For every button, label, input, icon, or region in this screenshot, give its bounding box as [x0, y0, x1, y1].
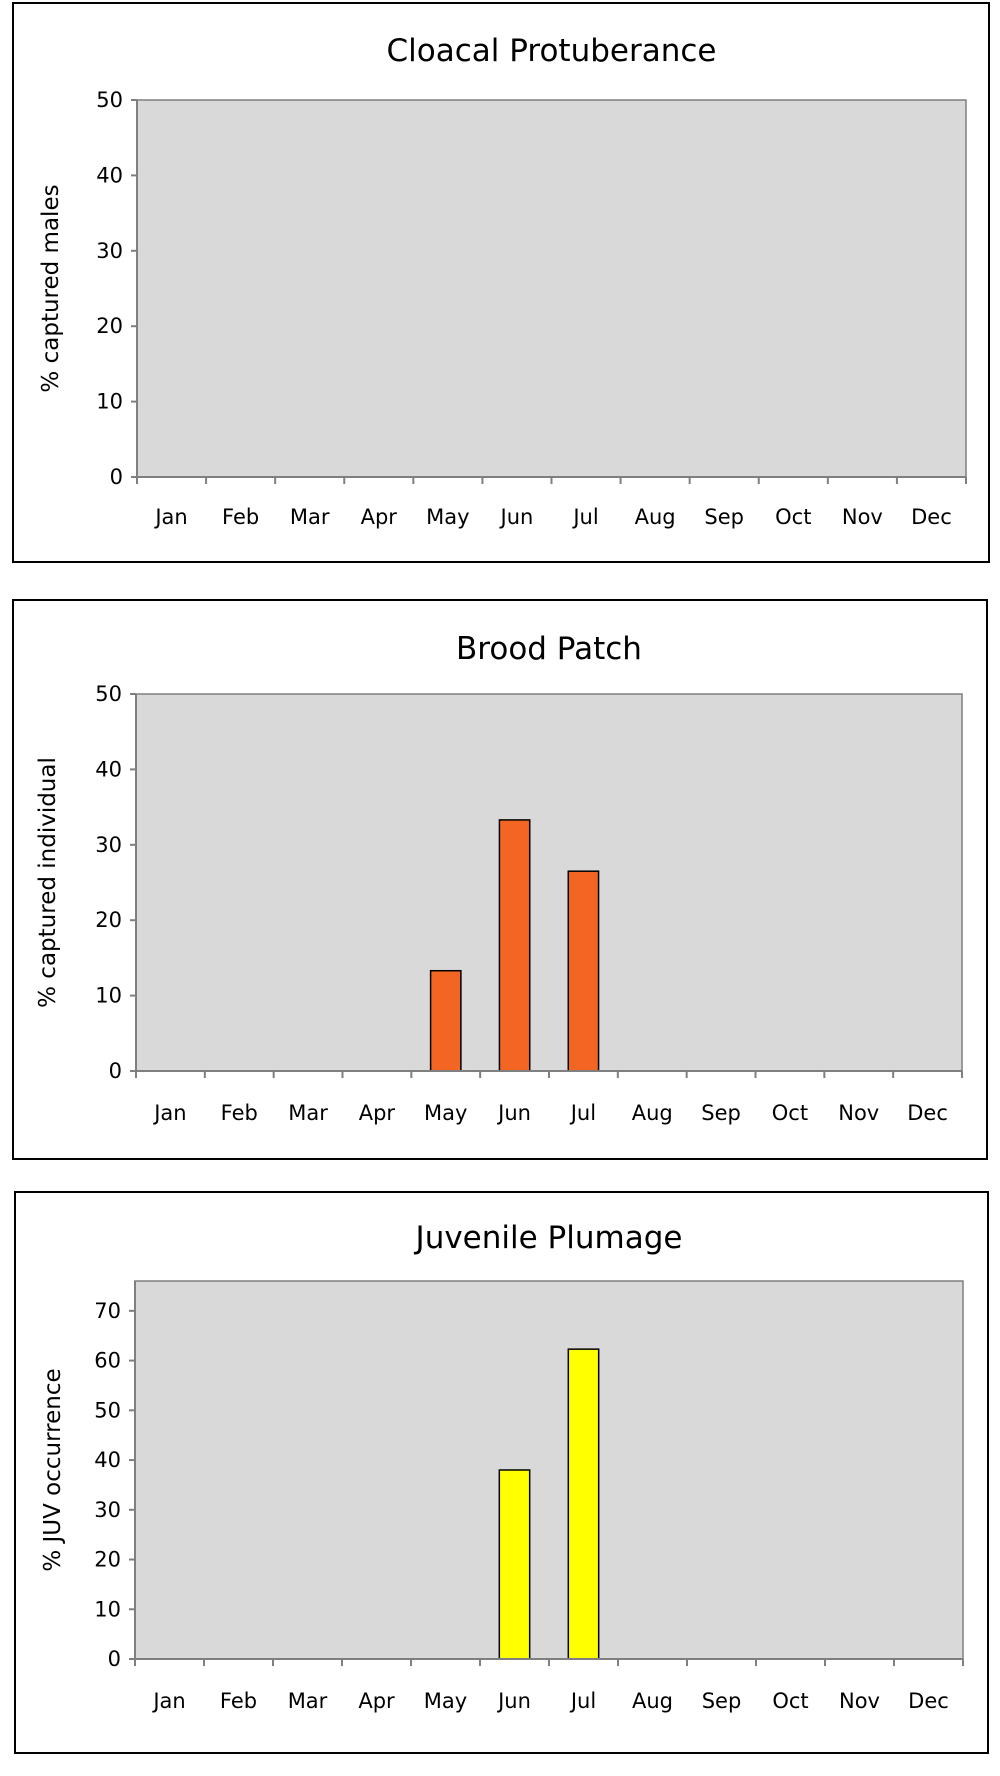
chart-2-x-tick-mar: Mar: [288, 1689, 328, 1713]
chart-2-x-tick-sep: Sep: [702, 1689, 742, 1713]
chart-1-y-tick-0: 0: [109, 1059, 122, 1083]
chart-1-x-tick-apr: Apr: [359, 1101, 396, 1125]
chart-1-plot-area: [135, 693, 963, 1072]
chart-0-x-tick-jul: Jul: [571, 505, 598, 529]
chart-1-bar-jul: [567, 870, 600, 1072]
chart-1-x-tick-jun: Jun: [496, 1101, 531, 1125]
chart-2-y-tick-70: 70: [94, 1299, 121, 1323]
chart-0-y-tick-0: 0: [110, 465, 123, 489]
chart-brood-patch: Brood Patch % captured individual 0 10 20 30 4…: [35, 631, 963, 1125]
chart-0-x-tick-sep: Sep: [704, 505, 744, 529]
chart-2-bar-jul: [567, 1348, 600, 1660]
chart-2-x-tick-jun: Jun: [496, 1689, 531, 1713]
chart-0-title: Cloacal Protuberance: [387, 33, 717, 69]
chart-1-bar-may: [429, 969, 462, 1072]
chart-1-y-tick-20: 20: [95, 908, 122, 932]
chart-0-x-tick-may: May: [426, 505, 469, 529]
chart-2-x-tick-dec: Dec: [908, 1689, 949, 1713]
chart-1-x-tick-may: May: [424, 1101, 467, 1125]
chart-2-y-tick-20: 20: [94, 1548, 121, 1572]
chart-panel-juvenile-plumage: Juvenile Plumage % JUV occurrence 0 10 20 30 4…: [14, 1191, 989, 1754]
chart-0-plot-area: [136, 99, 967, 478]
chart-2-y-tick-60: 60: [94, 1349, 121, 1373]
chart-1-title: Brood Patch: [456, 631, 642, 667]
chart-2-y-tick-30: 30: [94, 1498, 121, 1522]
chart-0-x-tick-apr: Apr: [361, 505, 398, 529]
chart-2-y-axis-label: % JUV occurrence: [40, 1368, 66, 1571]
chart-panel-brood-patch: Brood Patch % captured individual 0 10 20 30 4…: [12, 599, 988, 1160]
chart-1-y-tick-10: 10: [95, 984, 122, 1008]
chart-1-y-tick-40: 40: [95, 757, 122, 781]
chart-1-x-tick-feb: Feb: [221, 1101, 258, 1125]
chart-panel-cloacal-protuberance: Cloacal Protuberance % captured males 0 10 2…: [12, 2, 990, 563]
chart-0-x-tick-mar: Mar: [290, 505, 330, 529]
chart-1-x-tick-sep: Sep: [701, 1101, 741, 1125]
chart-1-y-axis-label: % captured individual: [35, 757, 61, 1008]
chart-2-plot-area: [134, 1280, 964, 1660]
chart-2-x-tick-aug: Aug: [632, 1689, 673, 1713]
chart-0-x-tick-feb: Feb: [222, 505, 259, 529]
chart-2-bar-jun: [498, 1469, 531, 1660]
chart-2-x-tick-oct: Oct: [772, 1689, 808, 1713]
chart-0-y-tick-50: 50: [96, 88, 123, 112]
chart-1-x-tick-mar: Mar: [288, 1101, 328, 1125]
chart-1-x-tick-nov: Nov: [838, 1101, 879, 1125]
chart-2-x-tick-jul: Jul: [569, 1689, 596, 1713]
chart-0-x-tick-jun: Jun: [499, 505, 534, 529]
chart-2-x-tick-nov: Nov: [839, 1689, 880, 1713]
chart-1-x-tick-jan: Jan: [152, 1101, 186, 1125]
chart-cloacal-protuberance: Cloacal Protuberance % captured males 0 10 2…: [38, 33, 967, 529]
chart-2-x-tick-apr: Apr: [358, 1689, 395, 1713]
chart-0-y-tick-10: 10: [96, 390, 123, 414]
chart-2-y-tick-50: 50: [94, 1398, 121, 1422]
chart-2-y-tick-40: 40: [94, 1448, 121, 1472]
chart-2-x-tick-feb: Feb: [220, 1689, 257, 1713]
chart-2-y-tick-0: 0: [108, 1647, 121, 1671]
chart-1-bar-jun: [498, 819, 531, 1072]
chart-2-title: Juvenile Plumage: [414, 1220, 683, 1256]
chart-0-x-tick-dec: Dec: [911, 505, 952, 529]
chart-1-x-tick-oct: Oct: [772, 1101, 808, 1125]
chart-0-x-tick-nov: Nov: [842, 505, 883, 529]
chart-2-x-tick-may: May: [424, 1689, 467, 1713]
chart-0-y-tick-30: 30: [96, 239, 123, 263]
chart-0-x-tick-oct: Oct: [775, 505, 811, 529]
chart-0-x-tick-jan: Jan: [153, 505, 187, 529]
chart-0-y-tick-20: 20: [96, 314, 123, 338]
chart-1-x-tick-dec: Dec: [907, 1101, 948, 1125]
chart-1-y-tick-50: 50: [95, 682, 122, 706]
chart-0-y-tick-40: 40: [96, 163, 123, 187]
chart-juvenile-plumage: Juvenile Plumage % JUV occurrence 0 10 20 30 4…: [40, 1220, 964, 1713]
chart-2-x-tick-jan: Jan: [151, 1689, 185, 1713]
chart-1-x-tick-jul: Jul: [569, 1101, 596, 1125]
chart-1-y-tick-30: 30: [95, 833, 122, 857]
chart-1-x-tick-aug: Aug: [632, 1101, 673, 1125]
chart-2-y-tick-10: 10: [94, 1597, 121, 1621]
chart-0-y-axis-label: % captured males: [38, 184, 64, 392]
chart-0-x-tick-aug: Aug: [635, 505, 676, 529]
